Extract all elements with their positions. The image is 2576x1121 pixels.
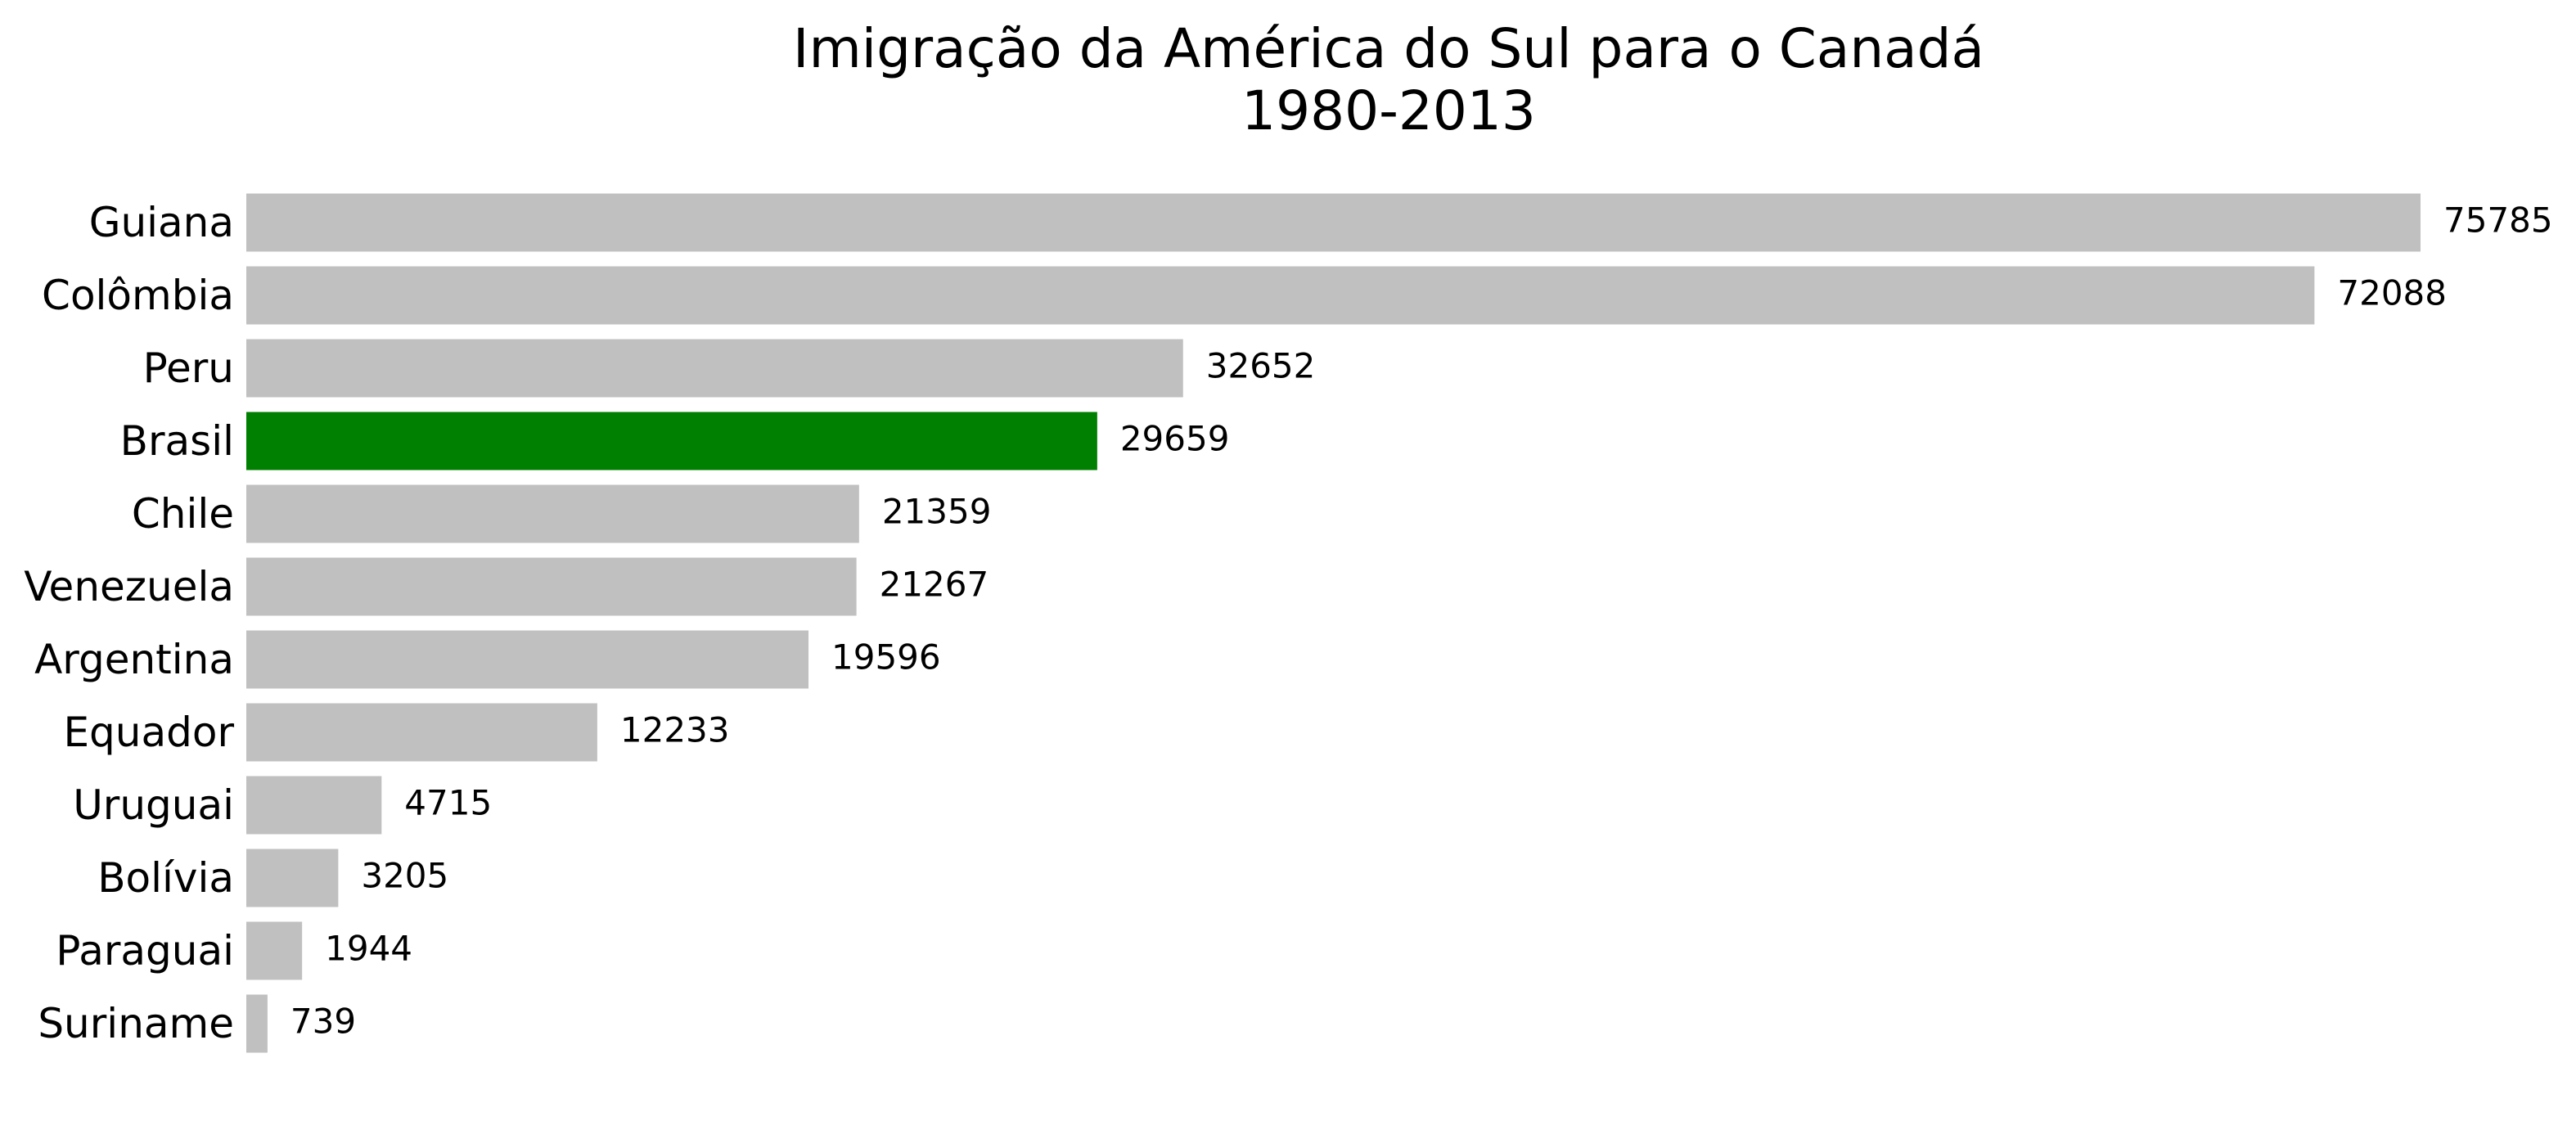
value-label-equador: 12233 <box>620 710 730 750</box>
category-label-argentina: Argentina <box>34 636 234 683</box>
value-label-peru: 32652 <box>1206 346 1316 386</box>
category-label-paraguai: Paraguai <box>56 927 234 975</box>
bar-colombia <box>246 266 2315 325</box>
bar-peru <box>246 339 1183 398</box>
value-label-venezuela: 21267 <box>880 565 989 605</box>
bar-suriname <box>246 994 268 1053</box>
value-label-suriname: 739 <box>290 1002 356 1042</box>
value-label-chile: 21359 <box>882 492 992 532</box>
value-label-guiana: 75785 <box>2443 200 2553 241</box>
category-label-suriname: Suriname <box>38 1000 234 1047</box>
bar-equador <box>246 703 597 762</box>
chart-subtitle: 1980-2013 <box>1241 79 1536 142</box>
value-labels-group: 75785 72088 32652 29659 21359 21267 19596 12233… <box>290 200 2553 1042</box>
category-label-guiana: Guiana <box>89 199 234 246</box>
value-label-colombia: 72088 <box>2337 273 2447 313</box>
value-label-argentina: 19596 <box>831 637 941 678</box>
bar-chile <box>246 484 859 543</box>
bar-paraguai <box>246 921 303 980</box>
bar-brasil <box>246 412 1097 470</box>
bars-group <box>246 193 2421 1053</box>
chart-title: Imigração da América do Sul para o Canad… <box>793 17 1984 80</box>
category-label-equador: Equador <box>63 709 234 756</box>
category-label-uruguai: Uruguai <box>73 781 234 829</box>
bar-argentina <box>246 630 809 689</box>
value-label-brasil: 29659 <box>1120 419 1230 459</box>
bar-uruguai <box>246 776 382 835</box>
bar-bolivia <box>246 849 339 907</box>
category-label-brasil: Brasil <box>120 417 234 465</box>
bar-venezuela <box>246 557 857 616</box>
category-label-venezuela: Venezuela <box>24 563 234 610</box>
value-label-bolivia: 3205 <box>361 856 448 896</box>
category-labels-group: Guiana Colômbia Peru Brasil Chile Venezuela Ar… <box>24 199 234 1047</box>
category-label-chile: Chile <box>132 490 234 538</box>
value-label-paraguai: 1944 <box>325 929 412 969</box>
category-label-peru: Peru <box>143 344 234 392</box>
category-label-bolivia: Bolívia <box>97 854 234 902</box>
bar-guiana <box>246 193 2421 252</box>
value-label-uruguai: 4715 <box>404 783 492 823</box>
category-label-colombia: Colômbia <box>42 272 234 319</box>
